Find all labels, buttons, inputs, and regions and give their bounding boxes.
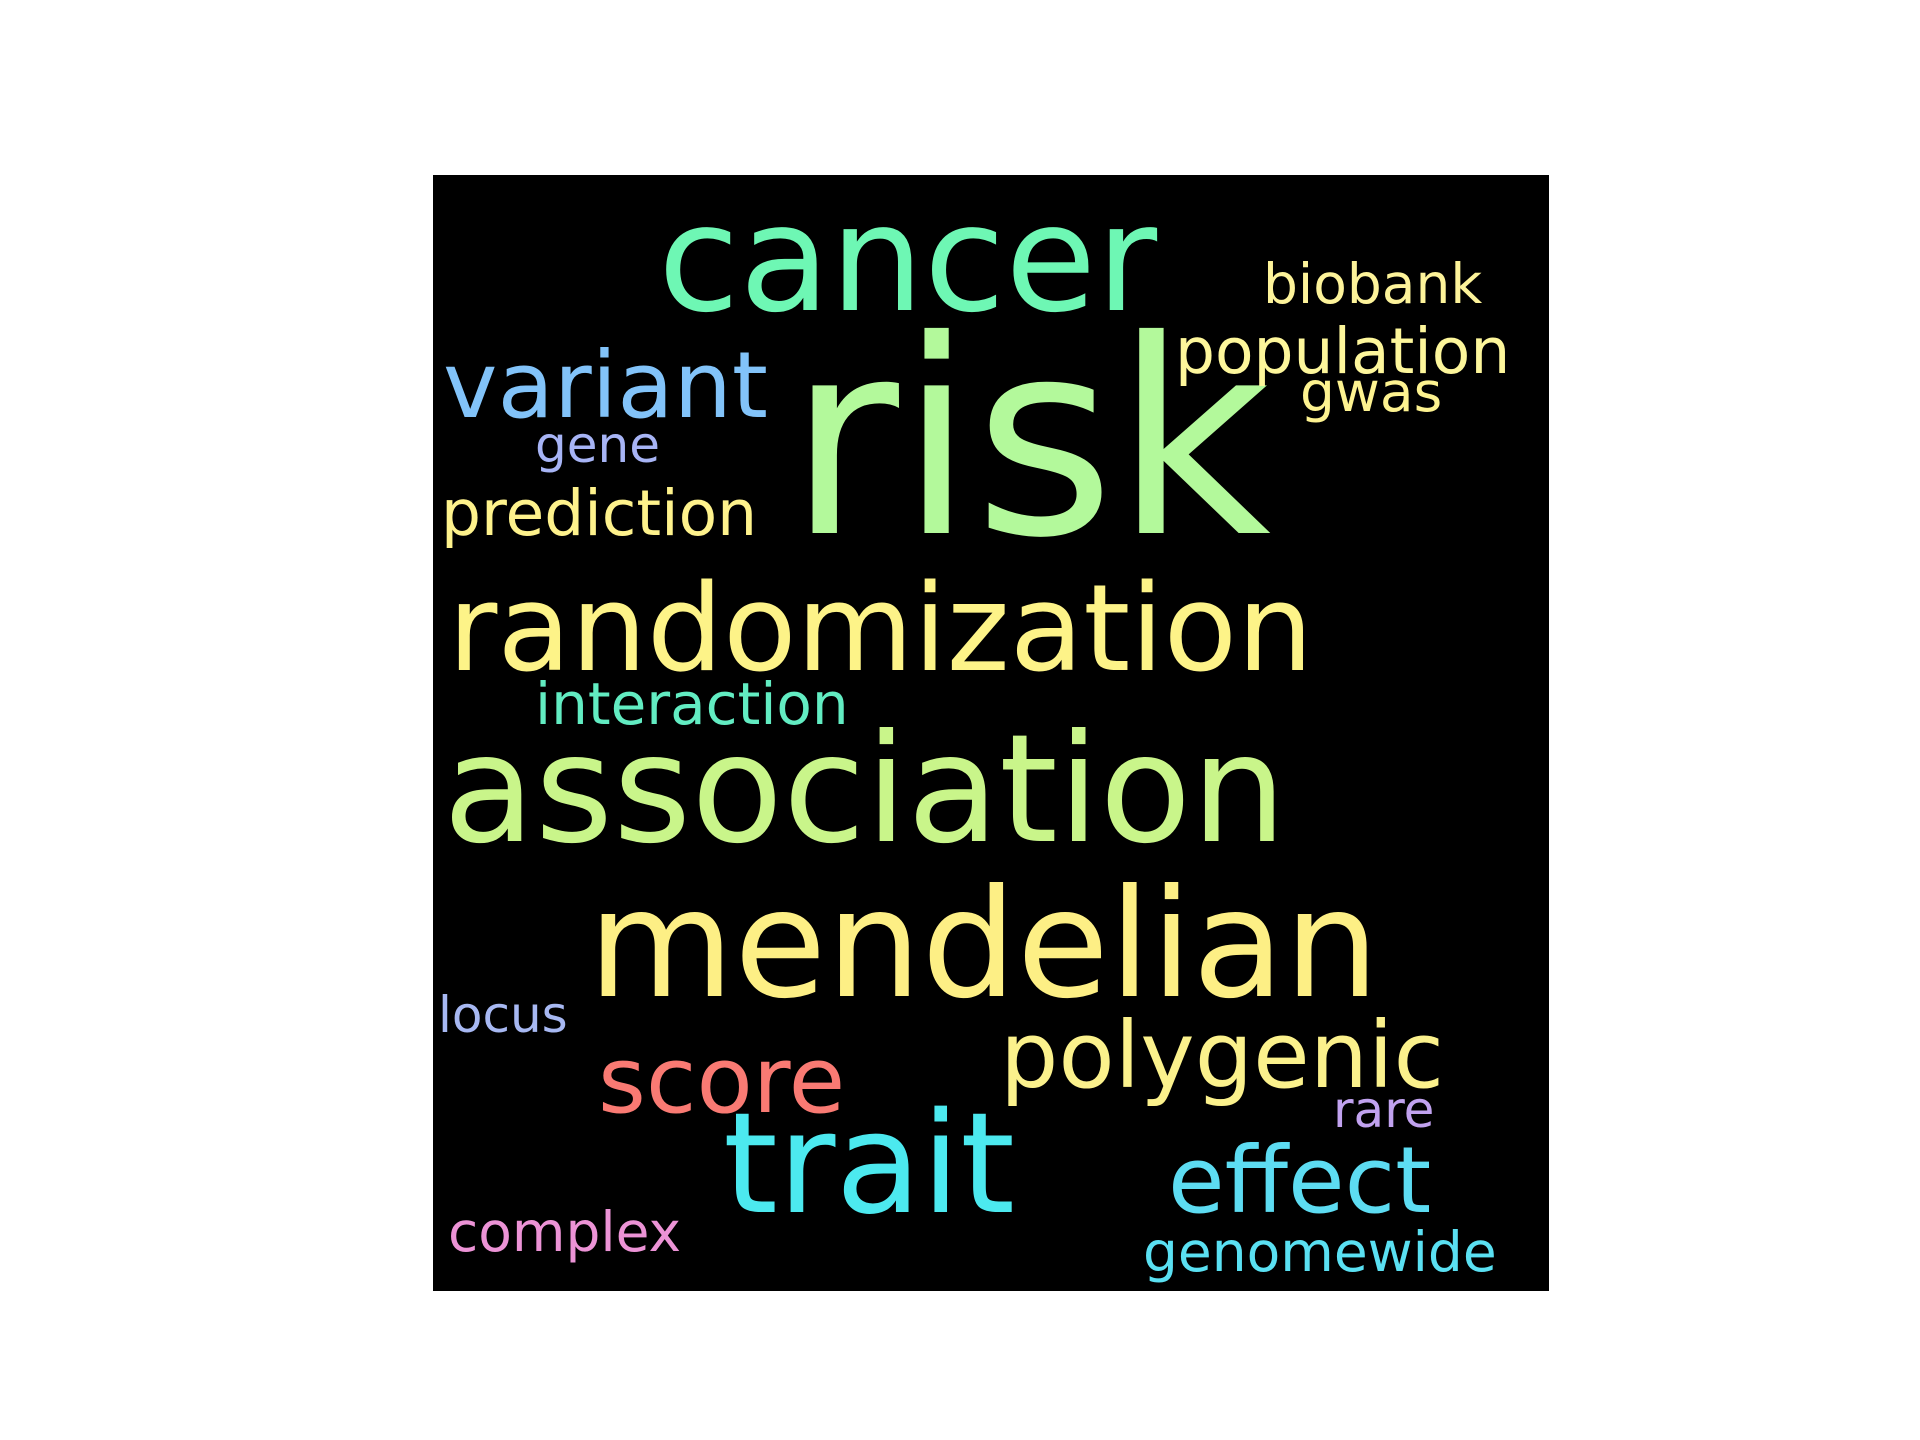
word-cloud: risk cancer biobank population variant g… [433, 175, 1549, 1291]
word-cancer: cancer [658, 175, 1158, 345]
word-risk: risk [788, 282, 1272, 597]
word-biobank: biobank [1263, 252, 1483, 316]
word-prediction: prediction [441, 477, 758, 550]
word-randomization: randomization [448, 560, 1314, 699]
word-mendelian: mendelian [588, 858, 1380, 1032]
word-genomewide: genomewide [1143, 1220, 1497, 1284]
word-locus: locus [438, 986, 568, 1044]
word-gene: gene [535, 416, 660, 474]
word-effect: effect [1168, 1127, 1432, 1234]
word-population: population [1175, 315, 1511, 388]
word-rare: rare [1333, 1081, 1435, 1139]
word-score: score [598, 1027, 846, 1134]
word-interaction: interaction [535, 670, 849, 738]
word-polygenic: polygenic [1000, 1002, 1445, 1109]
word-gwas: gwas [1300, 360, 1443, 424]
word-trait: trait [723, 1083, 1016, 1246]
word-complex: complex [448, 1200, 682, 1264]
word-variant: variant [443, 332, 768, 439]
word-association: association [443, 703, 1287, 877]
